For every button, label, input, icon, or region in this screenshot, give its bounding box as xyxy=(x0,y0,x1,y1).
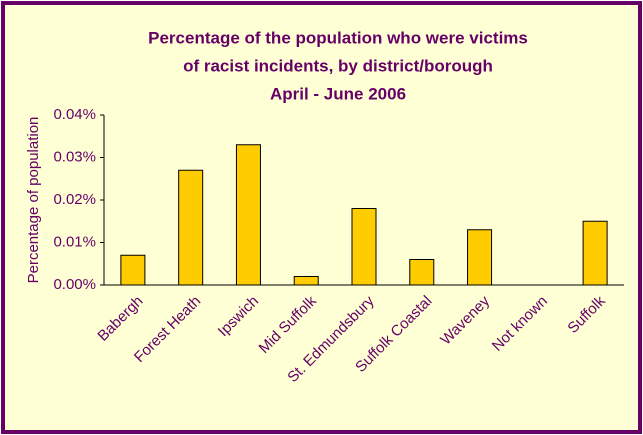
y-tick-label: 0.04% xyxy=(53,106,96,123)
chart-title: Percentage of the population who were vi… xyxy=(148,28,528,47)
chart-title: April - June 2006 xyxy=(270,84,406,103)
bar xyxy=(178,169,204,286)
bar xyxy=(120,254,146,286)
bar xyxy=(293,276,319,286)
bar xyxy=(582,220,608,286)
bar xyxy=(235,144,261,286)
chart-title: of racist incidents, by district/borough xyxy=(183,56,493,75)
y-tick-label: 0.03% xyxy=(53,148,96,165)
bar xyxy=(467,229,493,286)
y-axis-label: Percentage of population xyxy=(25,117,42,284)
bar xyxy=(409,259,435,286)
y-tick-label: 0.00% xyxy=(53,276,96,293)
y-tick-label: 0.02% xyxy=(53,191,96,208)
y-tick-label: 0.01% xyxy=(53,233,96,250)
bar xyxy=(351,208,377,286)
